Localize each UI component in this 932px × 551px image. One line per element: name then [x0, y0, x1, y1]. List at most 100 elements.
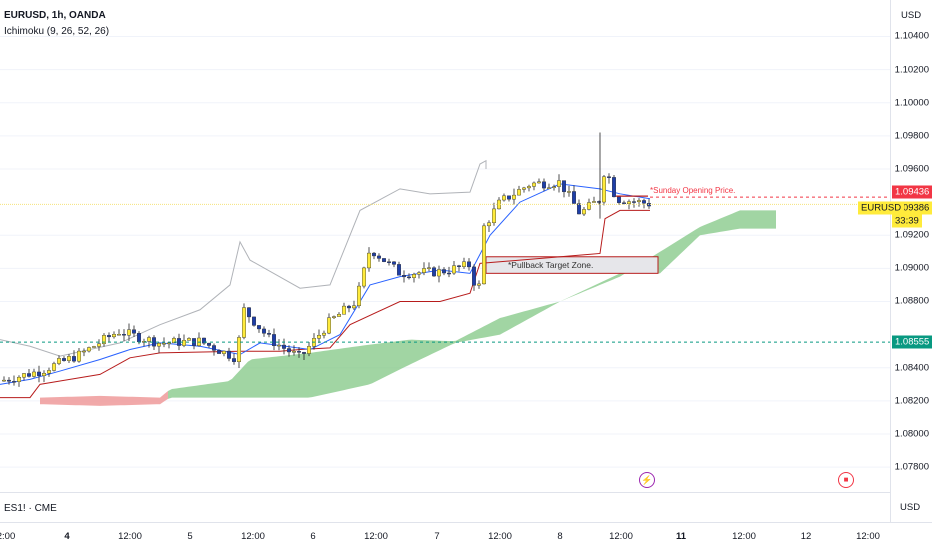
time-axis[interactable]: 2:00 4 12:00 5 12:00 6 12:00 7 12:00 8 12:00 11 12:0…: [0, 522, 932, 551]
candle-body: [337, 314, 342, 317]
price-tick-label: 1.07800: [894, 461, 929, 473]
candle-body: [392, 261, 397, 265]
time-tick-label: 12:00: [364, 531, 388, 542]
symbol-legend[interactable]: EURUSD, 1h, OANDA: [4, 10, 106, 21]
time-tick-label: 6: [310, 531, 316, 542]
candle-body: [206, 342, 211, 346]
price-tick-label: 1.08000: [894, 428, 929, 440]
candle-body: [131, 329, 136, 334]
candle-body: [447, 272, 452, 275]
time-tick-label: 12:00: [732, 531, 756, 542]
candle-body: [11, 381, 16, 383]
candle-body: [327, 317, 332, 334]
candle-body: [512, 194, 517, 200]
time-tick-label: 12:00: [856, 531, 880, 542]
candle-body: [637, 200, 642, 203]
candle-body: [231, 358, 236, 362]
price-tick-label: 1.10000: [894, 97, 929, 109]
candle-body: [22, 373, 27, 378]
candle-body: [612, 177, 617, 198]
candle-body: [181, 340, 186, 346]
candle-body: [457, 265, 462, 267]
candle-body: [492, 208, 497, 223]
candle-body: [352, 305, 357, 309]
candle-body: [552, 186, 557, 188]
candle-body: [171, 338, 176, 344]
candle-body: [372, 252, 377, 257]
candle-body: [121, 334, 126, 336]
candle-body: [236, 337, 241, 362]
candle-body: [542, 181, 547, 189]
candle-body: [32, 371, 37, 377]
candle-body: [387, 261, 392, 263]
time-tick-label: 12:00: [118, 531, 142, 542]
candle-body: [597, 201, 602, 203]
candle-body: [462, 261, 467, 267]
candle-body: [357, 285, 362, 306]
candle-body: [251, 316, 256, 326]
countdown-badge: 33:39: [892, 214, 922, 228]
candle-body: [632, 201, 637, 203]
indicator-legend[interactable]: Ichimoku (9, 26, 52, 26): [4, 26, 110, 37]
lagging-span: [0, 159, 487, 357]
price-tick-label: 1.09600: [894, 163, 929, 175]
candle-body: [76, 350, 81, 362]
candle-body: [257, 325, 262, 330]
candle-body: [487, 222, 492, 227]
candle-body: [532, 182, 537, 187]
us-flag-event-icon[interactable]: ■: [838, 472, 854, 488]
candle-body: [262, 328, 267, 334]
candle-body: [427, 267, 432, 269]
time-tick-label: 12:00: [609, 531, 633, 542]
candle-body: [607, 176, 612, 178]
price-chart[interactable]: *Pullback Target Zone. *Sunday Opening Pr…: [0, 0, 890, 492]
bullish-cloud: [168, 210, 776, 399]
candle-body: [417, 272, 422, 275]
candle-body: [367, 252, 372, 269]
flash-event-icon[interactable]: ⚡: [639, 472, 655, 488]
candle-body: [201, 337, 206, 344]
sub-pane-currency[interactable]: USD: [900, 502, 921, 513]
time-tick-label: 2:00: [0, 531, 16, 542]
candle-body: [452, 265, 457, 274]
candle-body: [101, 335, 106, 344]
candle-body: [557, 180, 562, 187]
sunday-open-label: *Sunday Opening Price.: [650, 186, 735, 195]
price-tick-label: 1.08200: [894, 395, 929, 407]
candle-body: [397, 264, 402, 276]
candle-body: [27, 373, 32, 377]
candle-body: [71, 356, 76, 362]
candle-body: [602, 176, 607, 203]
time-tick-label: 12:00: [488, 531, 512, 542]
candle-body: [347, 305, 352, 309]
price-axis[interactable]: USD 1.10400 1.10200 1.10000 1.09800 1.09600 1…: [890, 0, 932, 522]
sub-pane[interactable]: ES1! · CME: [0, 492, 890, 523]
price-tick-label: 1.09000: [894, 262, 929, 274]
price-tick-label: 1.09200: [894, 229, 929, 241]
sub-pane-symbol[interactable]: ES1! · CME: [4, 503, 57, 514]
candle-body: [572, 191, 577, 204]
candle-body: [562, 180, 567, 193]
candle-body: [52, 363, 57, 371]
candle-body: [106, 335, 111, 338]
candle-body: [86, 347, 91, 352]
time-tick-label: 11: [675, 531, 687, 542]
candle-body: [582, 209, 587, 215]
time-tick-label: 8: [557, 531, 563, 542]
candle-body: [267, 333, 272, 335]
candle-body: [622, 202, 627, 205]
time-tick-label: 4: [64, 531, 70, 542]
candle-body: [362, 267, 367, 287]
candle-body: [472, 266, 477, 286]
axis-currency-label[interactable]: USD: [901, 10, 922, 21]
candle-body: [567, 191, 572, 193]
candle-body: [292, 351, 297, 353]
candle-body: [382, 258, 387, 262]
candle-body: [186, 338, 191, 341]
candle-body: [246, 307, 251, 318]
time-tick-label: 5: [187, 531, 193, 542]
candle-body: [577, 203, 582, 215]
candle-body: [522, 187, 527, 190]
price-tick-label: 1.08400: [894, 362, 929, 374]
candle-body: [42, 372, 47, 376]
